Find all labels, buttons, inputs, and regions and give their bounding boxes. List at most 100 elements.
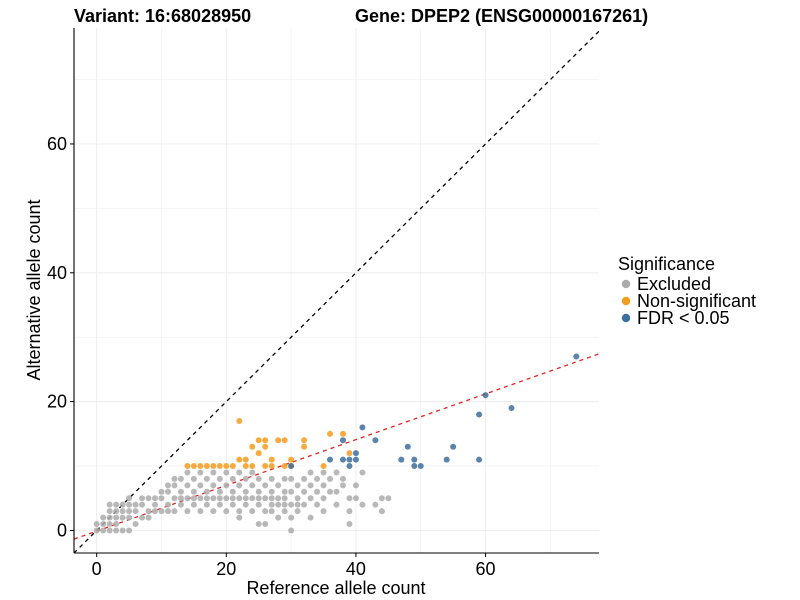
- point-non-significant: [197, 463, 204, 470]
- point-non-significant: [268, 463, 275, 470]
- point-excluded: [210, 508, 217, 515]
- point-excluded: [275, 514, 282, 521]
- x-tick-label: 40: [346, 559, 366, 579]
- point-fdr-0-05: [417, 463, 424, 470]
- point-excluded: [268, 508, 275, 515]
- point-excluded: [190, 495, 197, 502]
- point-excluded: [288, 475, 295, 482]
- point-excluded: [275, 482, 282, 489]
- point-excluded: [268, 501, 275, 508]
- point-excluded: [294, 482, 301, 489]
- point-excluded: [307, 482, 314, 489]
- point-excluded: [184, 495, 191, 502]
- point-excluded: [242, 488, 249, 495]
- point-excluded: [268, 495, 275, 502]
- point-excluded: [171, 508, 178, 515]
- point-fdr-0-05: [346, 456, 353, 463]
- point-non-significant: [262, 463, 269, 470]
- point-excluded: [301, 488, 308, 495]
- point-non-significant: [346, 450, 353, 457]
- point-non-significant: [262, 443, 269, 450]
- point-non-significant: [190, 463, 197, 470]
- point-excluded: [255, 501, 262, 508]
- y-tick-label: 0: [57, 520, 67, 540]
- point-non-significant: [229, 463, 236, 470]
- point-excluded: [236, 514, 243, 521]
- point-fdr-0-05: [372, 437, 379, 444]
- point-excluded: [275, 495, 282, 502]
- point-excluded: [145, 514, 152, 521]
- point-excluded: [113, 508, 120, 515]
- point-excluded: [113, 521, 120, 528]
- point-excluded: [197, 508, 204, 515]
- point-excluded: [164, 488, 171, 495]
- point-excluded: [346, 508, 353, 515]
- point-excluded: [152, 495, 159, 502]
- point-excluded: [106, 527, 113, 534]
- point-excluded: [229, 488, 236, 495]
- point-excluded: [223, 469, 230, 476]
- point-non-significant: [262, 437, 269, 444]
- point-excluded: [197, 469, 204, 476]
- point-excluded: [177, 501, 184, 508]
- point-excluded: [333, 501, 340, 508]
- point-excluded: [184, 469, 191, 476]
- x-tick-label: 0: [92, 559, 102, 579]
- point-non-significant: [255, 450, 262, 457]
- point-excluded: [113, 527, 120, 534]
- point-excluded: [203, 488, 210, 495]
- point-excluded: [203, 501, 210, 508]
- point-excluded: [113, 514, 120, 521]
- point-excluded: [281, 488, 288, 495]
- x-tick-label: 20: [216, 559, 236, 579]
- y-tick-label: 20: [47, 392, 67, 412]
- point-excluded: [268, 475, 275, 482]
- point-excluded: [327, 475, 334, 482]
- point-excluded: [100, 527, 107, 534]
- point-excluded: [249, 469, 256, 476]
- point-excluded: [132, 501, 139, 508]
- point-excluded: [236, 508, 243, 515]
- point-excluded: [288, 514, 295, 521]
- point-excluded: [139, 514, 146, 521]
- point-excluded: [145, 495, 152, 502]
- x-tick-label: 60: [476, 559, 496, 579]
- point-non-significant: [255, 437, 262, 444]
- point-fdr-0-05: [327, 456, 334, 463]
- axes: [73, 28, 599, 554]
- legend-label-excluded: Excluded: [637, 274, 711, 294]
- reference-lines: [74, 30, 599, 553]
- point-non-significant: [249, 443, 256, 450]
- point-non-significant: [236, 417, 243, 424]
- axis-ticks: 0 20 40 60 0 20 40 60: [47, 134, 496, 579]
- point-excluded: [281, 495, 288, 502]
- grid-lines: [74, 28, 599, 553]
- point-excluded: [171, 495, 178, 502]
- point-fdr-0-05: [339, 437, 346, 444]
- point-excluded: [158, 488, 165, 495]
- point-non-significant: [216, 463, 223, 470]
- point-excluded: [262, 495, 269, 502]
- point-excluded: [164, 482, 171, 489]
- point-excluded: [223, 508, 230, 515]
- point-excluded: [346, 521, 353, 528]
- point-excluded: [359, 469, 366, 476]
- point-excluded: [210, 482, 217, 489]
- point-excluded: [164, 508, 171, 515]
- point-excluded: [262, 508, 269, 515]
- point-excluded: [281, 508, 288, 515]
- data-points: [93, 353, 580, 534]
- point-fdr-0-05: [352, 450, 359, 457]
- point-fdr-0-05: [404, 443, 411, 450]
- point-excluded: [352, 495, 359, 502]
- point-excluded: [281, 475, 288, 482]
- point-excluded: [106, 514, 113, 521]
- point-excluded: [223, 495, 230, 502]
- point-non-significant: [339, 430, 346, 437]
- y-tick-label: 40: [47, 263, 67, 283]
- point-excluded: [126, 495, 133, 502]
- point-fdr-0-05: [476, 456, 483, 463]
- point-excluded: [210, 469, 217, 476]
- point-fdr-0-05: [450, 443, 457, 450]
